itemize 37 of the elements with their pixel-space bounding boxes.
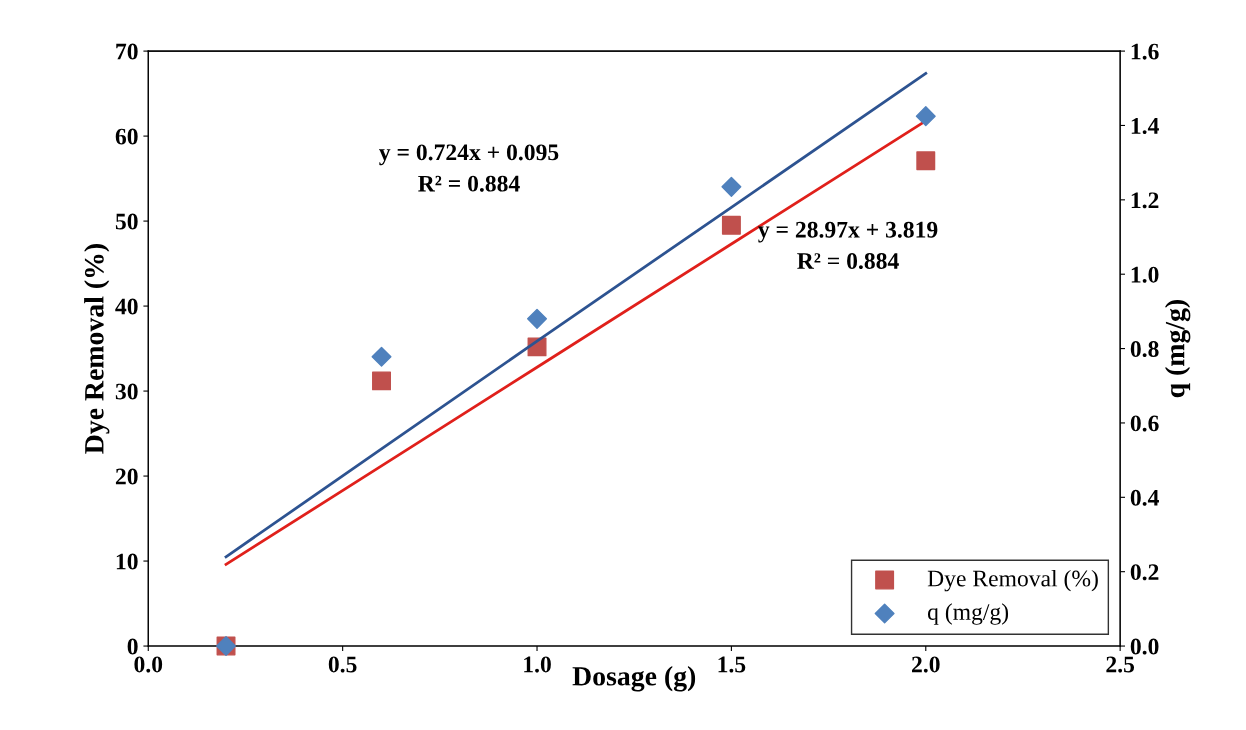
point [915,106,936,127]
legend-label: q (mg/g) [927,603,1009,625]
y2-tick-label: 0.4 [1130,489,1159,506]
y2-tick-label: 1.2 [1131,192,1159,209]
y-axis-title: Dye Removal (%) [84,244,110,454]
y-tick-label: 30 [115,383,138,400]
x-tick-label: 0.0 [134,656,163,673]
point [527,308,548,329]
x-tick-label: 0.5 [328,656,357,673]
y2-tick-label: 0.8 [1130,341,1159,358]
y-tick-label: 20 [115,468,138,485]
x-tick-label: 2.5 [1106,656,1135,673]
y-tick-label: 60 [115,128,138,145]
y2-tick-label: 0.2 [1130,564,1159,581]
y-tick-label: 10 [116,553,138,570]
y2-axis-title: q (mg/g) [1164,300,1191,398]
x-tick-label: 1.0 [524,656,551,673]
y-tick-label: 50 [115,213,138,230]
y-tick-label: 70 [116,43,138,60]
point [371,346,392,367]
x-tick-label: 2.0 [912,656,940,673]
y2-tick-label: 0.0 [1130,638,1159,655]
x-tick-label: 1.5 [718,656,746,673]
point [372,371,392,391]
x-axis-title: Dosage (g) [572,666,696,692]
point [721,176,742,197]
legend-label: Dye Removal (%) [927,569,1098,592]
y2-tick-label: 1.6 [1131,43,1159,60]
y2-tick-label: 1.4 [1131,118,1159,134]
point [721,215,741,235]
y2-tick-label: 0.6 [1130,415,1159,432]
y-tick-label: 0 [127,638,138,655]
y-tick-label: 40 [115,298,138,315]
annotation: y = 28.97x + 3.819 R² = 0.884 [758,221,938,270]
annotation: y = 0.724x + 0.095 R² = 0.884 [379,144,559,192]
point [916,151,936,171]
y2-tick-label: 1.0 [1131,266,1159,283]
